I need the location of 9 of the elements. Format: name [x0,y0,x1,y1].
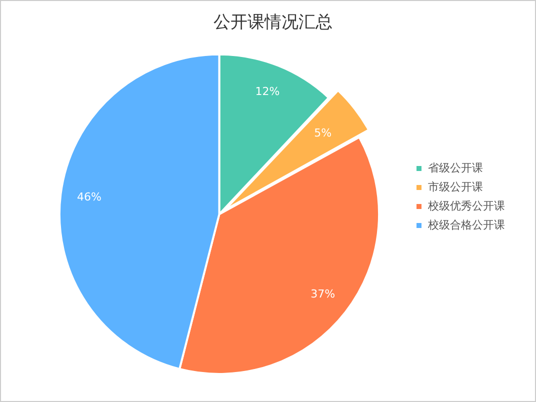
chart-title: 公开课情况汇总 [214,12,332,33]
legend-label: 省级公开课 [428,161,483,174]
data-label: 46% [77,190,102,204]
legend-label: 市级公开课 [428,180,483,194]
legend-label: 校级优秀公开课 [427,199,505,212]
data-label: 12% [255,85,280,98]
data-label: 5% [314,126,332,140]
data-label: 37% [310,287,336,300]
legend-label: 校级合格公开课 [427,218,505,232]
